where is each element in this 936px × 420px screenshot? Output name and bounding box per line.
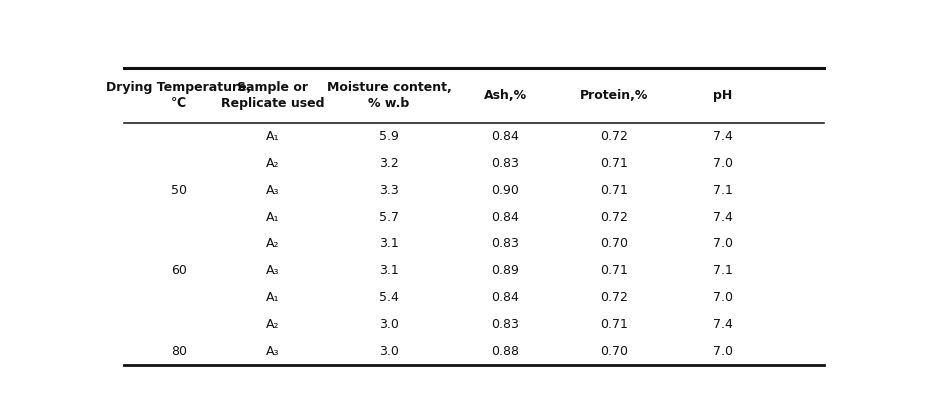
Text: 5.9: 5.9	[379, 130, 399, 143]
Text: Protein,%: Protein,%	[579, 89, 648, 102]
Text: 3.3: 3.3	[379, 184, 399, 197]
Text: 0.83: 0.83	[491, 157, 519, 170]
Text: 0.72: 0.72	[600, 210, 628, 223]
Text: 0.71: 0.71	[600, 157, 628, 170]
Text: 3.1: 3.1	[379, 237, 399, 250]
Text: 0.72: 0.72	[600, 291, 628, 304]
Text: 50: 50	[170, 184, 186, 197]
Text: 3.0: 3.0	[379, 345, 399, 358]
Text: 3.1: 3.1	[379, 264, 399, 277]
Text: 0.89: 0.89	[491, 264, 519, 277]
Text: A₃: A₃	[266, 345, 280, 358]
Text: 0.90: 0.90	[491, 184, 519, 197]
Text: 7.4: 7.4	[713, 318, 733, 331]
Text: 0.72: 0.72	[600, 130, 628, 143]
Text: Sample or: Sample or	[238, 81, 309, 94]
Text: 0.84: 0.84	[491, 291, 519, 304]
Text: 0.84: 0.84	[491, 210, 519, 223]
Text: A₃: A₃	[266, 184, 280, 197]
Text: 7.0: 7.0	[712, 157, 733, 170]
Text: 7.1: 7.1	[713, 184, 733, 197]
Text: ℃: ℃	[171, 97, 186, 110]
Text: 7.0: 7.0	[712, 345, 733, 358]
Text: % w.b: % w.b	[369, 97, 410, 110]
Text: 0.83: 0.83	[491, 237, 519, 250]
Text: 0.71: 0.71	[600, 184, 628, 197]
Text: 7.4: 7.4	[713, 130, 733, 143]
Text: Moisture content,: Moisture content,	[327, 81, 451, 94]
Text: 5.4: 5.4	[379, 291, 399, 304]
Text: A₁: A₁	[266, 291, 280, 304]
Text: 3.2: 3.2	[379, 157, 399, 170]
Text: Drying Temperature,: Drying Temperature,	[106, 81, 252, 94]
Text: A₂: A₂	[266, 318, 280, 331]
Text: 0.71: 0.71	[600, 264, 628, 277]
Text: 60: 60	[170, 264, 186, 277]
Text: 80: 80	[170, 345, 186, 358]
Text: 7.0: 7.0	[712, 291, 733, 304]
Text: Ash,%: Ash,%	[484, 89, 527, 102]
Text: 7.1: 7.1	[713, 264, 733, 277]
Text: 0.83: 0.83	[491, 318, 519, 331]
Text: 0.84: 0.84	[491, 130, 519, 143]
Text: A₁: A₁	[266, 130, 280, 143]
Text: 5.7: 5.7	[379, 210, 399, 223]
Text: 0.88: 0.88	[491, 345, 519, 358]
Text: 0.70: 0.70	[600, 345, 628, 358]
Text: pH: pH	[713, 89, 732, 102]
Text: 7.4: 7.4	[713, 210, 733, 223]
Text: A₂: A₂	[266, 237, 280, 250]
Text: Replicate used: Replicate used	[221, 97, 325, 110]
Text: A₃: A₃	[266, 264, 280, 277]
Text: 0.70: 0.70	[600, 237, 628, 250]
Text: A₂: A₂	[266, 157, 280, 170]
Text: 3.0: 3.0	[379, 318, 399, 331]
Text: A₁: A₁	[266, 210, 280, 223]
Text: 0.71: 0.71	[600, 318, 628, 331]
Text: 7.0: 7.0	[712, 237, 733, 250]
